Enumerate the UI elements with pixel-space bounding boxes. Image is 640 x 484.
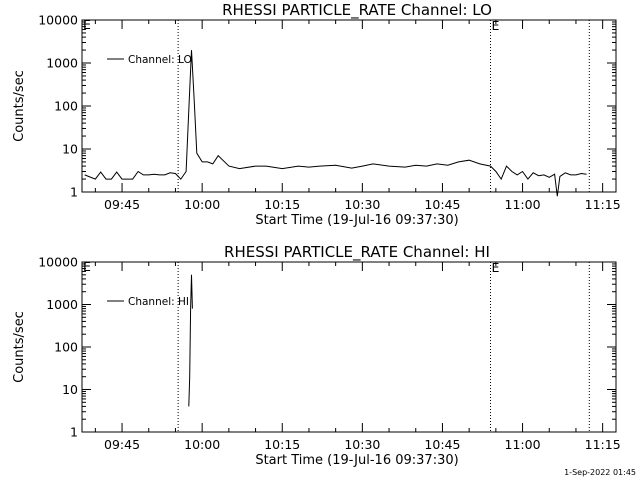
x-tick-label: 10:00 [184,197,220,212]
corner-marker-label: E [83,259,91,274]
x-axis-label: Start Time (19-Jul-16 09:37:30) [255,213,458,228]
y-tick-label: 1000 [46,56,78,71]
x-tick-label: 10:15 [264,437,300,452]
x-tick-label: 10:30 [344,197,380,212]
lo-channel-panel: RHESSI PARTICLE_RATE Channel: LO 1 10 100 10… [12,1,621,228]
x-tick-label: 11:00 [505,437,541,452]
y-tick-label: 1000 [46,297,78,312]
x-axis-label: Start Time (19-Jul-16 09:37:30) [255,453,458,468]
x-tick-label: 10:45 [424,197,460,212]
series-line-channel-hi [188,274,193,407]
y-tick-label: 100 [54,99,78,114]
x-tick-label: 09:45 [104,437,140,452]
legend-label: Channel: HI [128,296,189,308]
marker-label: E [492,260,500,275]
plot-frame [81,261,617,433]
y-tick-label: 100 [54,340,78,355]
x-tick-label: 11:00 [505,197,541,212]
y-axis-label: Counts/sec [12,311,27,383]
chart-title: RHESSI PARTICLE_RATE Channel: LO [222,1,492,20]
corner-marker-label: E [83,17,91,32]
x-tick-label: 10:00 [184,437,220,452]
chart-title: RHESSI PARTICLE_RATE Channel: HI [224,243,490,262]
plot-frame [81,19,617,193]
hi-channel-panel: RHESSI PARTICLE_RATE Channel: HI 1 10 100 10… [12,243,621,468]
generation-timestamp: 1-Sep-2022 01:45 [564,468,636,477]
y-axis-label: Counts/sec [12,70,27,142]
series-line-channel-lo [84,50,587,197]
x-tick-label: 09:45 [104,197,140,212]
x-tick-label: 10:30 [344,437,380,452]
y-tick-label: 10 [62,142,78,157]
y-tick-label: 10000 [38,255,78,270]
x-tick-label: 11:15 [585,197,621,212]
y-tick-label: 1 [70,425,78,440]
y-tick-label: 10000 [38,13,78,28]
y-tick-label: 10 [62,382,78,397]
y-tick-label: 1 [70,185,78,200]
legend-label: Channel: LO [128,54,192,66]
x-tick-label: 10:15 [264,197,300,212]
marker-label: E [492,18,500,33]
x-tick-label: 10:45 [424,437,460,452]
x-tick-label: 11:15 [585,437,621,452]
